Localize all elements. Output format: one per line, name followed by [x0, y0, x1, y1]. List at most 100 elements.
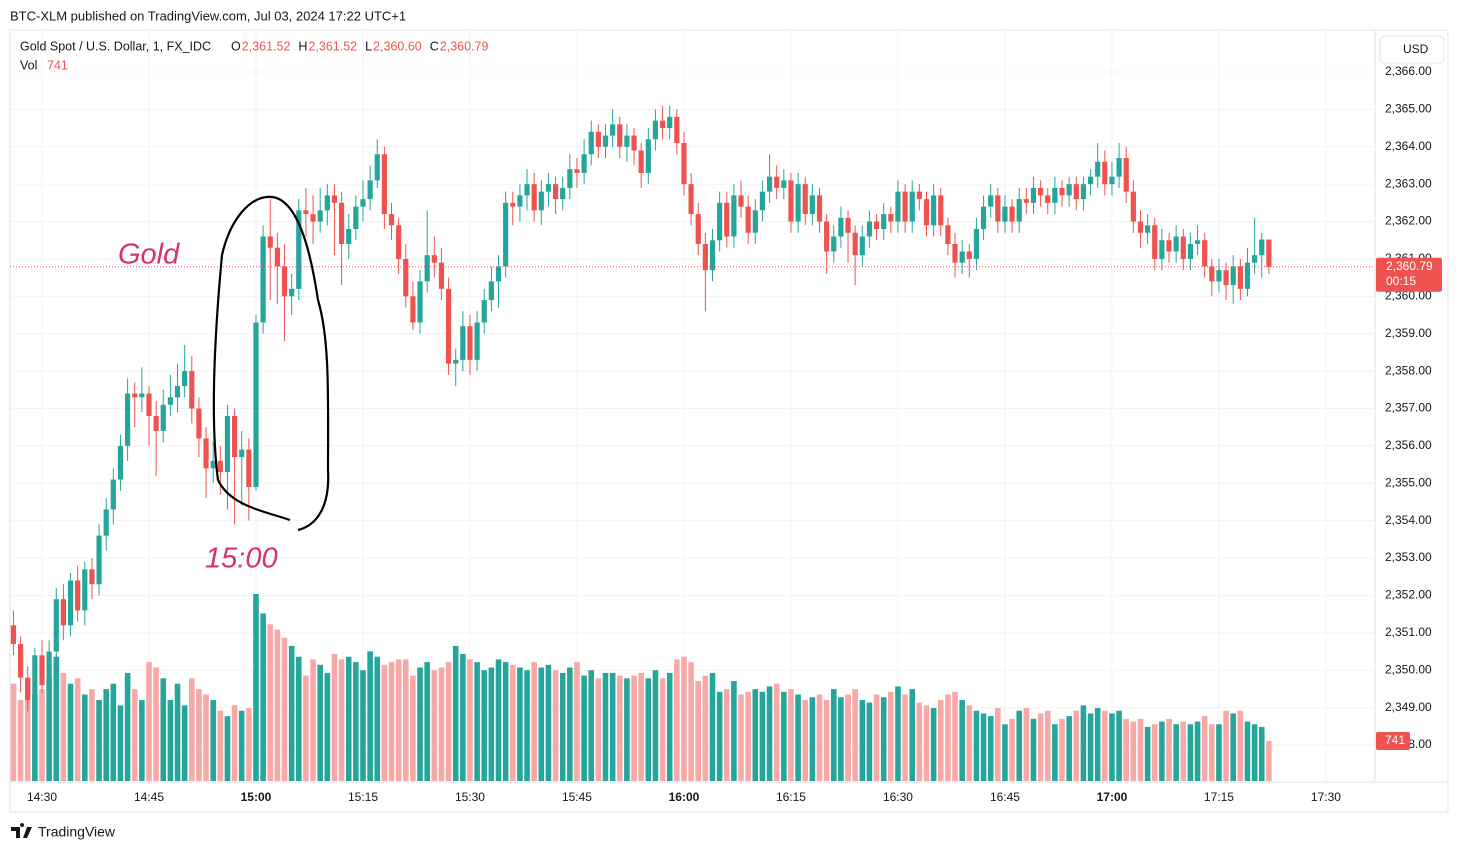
candle-body: [688, 184, 694, 215]
volume-bar: [281, 637, 288, 781]
volume-bar: [74, 678, 81, 781]
volume-bars: [10, 594, 1272, 781]
volume-bar: [117, 705, 124, 781]
candle-body: [959, 251, 965, 263]
volume-bar: [53, 656, 60, 781]
volume-bar: [1059, 718, 1065, 781]
volume-bar: [103, 689, 109, 781]
candle-body: [881, 214, 887, 230]
candle-body: [1230, 266, 1236, 286]
volume-bar: [616, 675, 623, 781]
volume-bar: [196, 689, 202, 781]
volume-bar: [666, 672, 673, 781]
volume-bar: [1209, 724, 1215, 781]
candle-body: [60, 599, 66, 626]
candle-body: [1223, 270, 1229, 286]
candle-body: [1080, 184, 1087, 200]
volume-bar: [980, 713, 987, 781]
currency[interactable]: USD: [1403, 42, 1429, 56]
volume-bar: [381, 664, 388, 781]
candle-body: [731, 195, 737, 237]
volume-bar: [303, 675, 309, 781]
last-price-box: [1376, 257, 1442, 292]
x-tick-label: 15:00: [241, 790, 272, 804]
volume-bar: [167, 699, 174, 781]
volume-bar: [460, 653, 466, 781]
candle-body: [802, 184, 808, 215]
candle-body: [438, 262, 445, 289]
y-tick-label: 2,353.00: [1385, 550, 1432, 564]
legend-title: Gold Spot / U.S. Dollar, 1, FX_IDC: [20, 39, 211, 53]
candle-body: [1180, 236, 1186, 259]
volume-bar: [952, 691, 958, 781]
volume-bar: [552, 670, 559, 781]
volume-bar: [310, 659, 316, 781]
y-tick-label: 2,352.00: [1385, 588, 1432, 602]
candle-body: [460, 326, 466, 360]
volume-bar: [866, 702, 873, 781]
volume-bar: [659, 678, 666, 781]
volume-bar: [966, 705, 973, 781]
candle-body: [624, 135, 630, 147]
candle-body: [67, 580, 74, 626]
volume-bar: [674, 659, 680, 781]
volume-bar: [624, 678, 630, 781]
candle-body: [424, 255, 430, 282]
candle-body: [1237, 266, 1243, 289]
candle-body: [1244, 262, 1251, 289]
volume-bar: [1223, 710, 1229, 781]
volume-bar: [1137, 718, 1144, 781]
volume-bar: [231, 705, 238, 781]
volume-bar: [923, 705, 930, 781]
candle-body: [445, 288, 452, 364]
volume-bar: [402, 659, 409, 781]
candle-body: [303, 210, 309, 215]
volume-bar: [574, 662, 580, 781]
volume-bar: [1130, 721, 1137, 781]
volume-bar: [217, 710, 224, 781]
volume-bar: [823, 699, 830, 781]
candle-body: [18, 644, 24, 678]
volume-bar: [188, 678, 195, 781]
volume-bar: [17, 699, 24, 781]
candle-body: [10, 625, 17, 645]
candle-body: [167, 397, 173, 405]
candle-body: [260, 236, 266, 323]
candle-body: [189, 371, 195, 409]
legend-key: H: [298, 39, 307, 53]
volume-bar: [852, 689, 858, 781]
volume-bar: [1166, 718, 1172, 781]
volume-bar: [524, 670, 530, 781]
volume-bar: [345, 656, 352, 781]
candle-body: [139, 393, 145, 398]
y-tick-label: 2,351.00: [1385, 625, 1432, 639]
volume-bar: [89, 689, 95, 781]
volume-bar: [1216, 724, 1222, 781]
volume-bar: [638, 672, 644, 781]
volume-bar: [873, 694, 880, 781]
candle-body: [1073, 184, 1079, 200]
candle-body: [1187, 243, 1194, 259]
currency-button[interactable]: [1379, 35, 1445, 64]
candle-body: [1137, 221, 1144, 233]
volume-bar: [203, 694, 209, 781]
y-tick-label: 2,349.00: [1385, 700, 1432, 714]
candle-body: [995, 195, 1001, 222]
volume-bar: [1173, 724, 1179, 781]
candle-body: [667, 116, 673, 129]
volume-bar: [1102, 710, 1108, 781]
candle-body: [916, 191, 922, 200]
volume-bar: [1144, 726, 1151, 781]
candle-body: [845, 217, 851, 233]
volume-bar: [174, 683, 181, 781]
candle-body: [196, 408, 202, 439]
volume-bar: [880, 697, 887, 781]
volume-bar: [759, 691, 766, 781]
volume-bar: [110, 683, 117, 781]
x-tick-label: 17:30: [1311, 790, 1341, 804]
candle-body: [1087, 176, 1094, 185]
candle-body: [931, 195, 937, 226]
volume-bar: [131, 689, 138, 781]
volume-bar: [374, 656, 381, 781]
